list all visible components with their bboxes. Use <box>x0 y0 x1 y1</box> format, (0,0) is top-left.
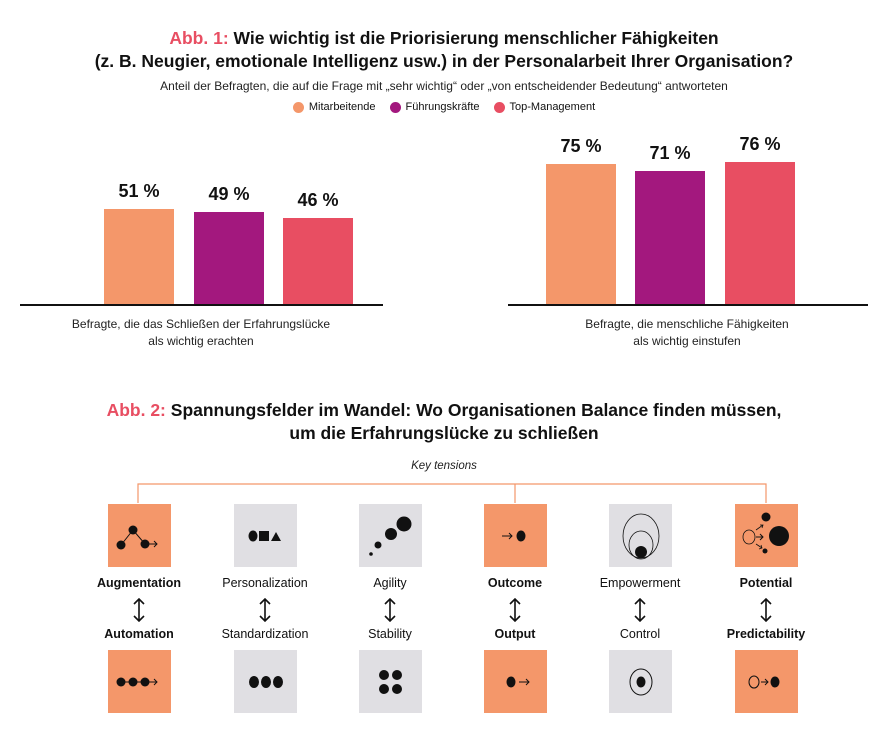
legend-label: Top-Management <box>509 101 596 113</box>
tension-label-top: Outcome <box>487 576 543 590</box>
legend: Mitarbeitende Führungskräfte Top-Managemen… <box>0 101 888 113</box>
double-arrow-icon <box>505 597 525 623</box>
tile-output <box>484 650 547 713</box>
bar-führungskräfte <box>194 212 264 304</box>
double-arrow-icon <box>255 597 275 623</box>
tile-empowerment <box>609 504 672 567</box>
connected-dots-icon <box>116 525 158 550</box>
baseline-axis <box>20 304 383 306</box>
data-label: 75 % <box>560 135 602 156</box>
tension-label-bottom: Predictability <box>726 627 806 641</box>
tension-label-top: Augmentation <box>96 576 182 590</box>
legend-swatch <box>292 101 304 113</box>
tile-stability <box>359 650 422 713</box>
double-arrow-icon <box>380 597 400 623</box>
legend-item: Top-Management <box>493 101 596 113</box>
tension-label-bottom: Output <box>494 627 536 641</box>
legend-label: Führungskräfte <box>405 101 480 113</box>
category-label-line: als wichtig einstufen <box>633 334 741 348</box>
tension-label-top: Agility <box>373 576 407 590</box>
tile-outcome <box>484 504 547 567</box>
tension-label-bottom: Automation <box>104 627 174 641</box>
tension-label-top: Potential <box>739 576 793 590</box>
category-label: Befragte, die menschliche Fähigkeiten als… <box>507 316 867 350</box>
data-label: 76 % <box>739 133 781 154</box>
dot-to-arrow-icon <box>506 676 530 688</box>
fig1-title-line2: (z. B. Neugier, emotionale Intelligenz u… <box>94 51 794 71</box>
key-tensions-label: Key tensions <box>411 460 477 472</box>
category-label-line: Befragte, die menschliche Fähigkeiten <box>585 317 789 331</box>
bar-top-management <box>283 217 353 304</box>
baseline-axis <box>508 304 868 306</box>
bar-führungskräfte <box>635 171 705 304</box>
growing-dots-icon <box>369 516 412 556</box>
data-label: 46 % <box>297 189 339 210</box>
double-arrow-icon <box>129 597 149 623</box>
bar-top-management <box>725 161 795 304</box>
bar-mitarbeitende <box>104 208 174 304</box>
three-dots-icon <box>249 676 283 688</box>
fig1-title-line1: Wie wichtig ist die Priorisierung mensch… <box>233 28 719 48</box>
tension-label-bottom: Control <box>619 627 661 641</box>
tile-predictability <box>735 650 798 713</box>
tile-agility <box>359 504 422 567</box>
chain-dots-arrow-icon <box>116 677 158 687</box>
data-label: 49 % <box>208 184 250 205</box>
fig2-prefix: Abb. 2: <box>106 400 166 420</box>
tile-potential <box>735 504 798 567</box>
legend-item: Führungskräfte <box>389 101 480 113</box>
circle-arrow-dot-icon <box>748 675 780 689</box>
legend-swatch <box>493 101 505 113</box>
tension-label-top: Personalization <box>222 576 308 590</box>
category-label-line: als wichtig erachten <box>148 334 254 348</box>
fig1-subtitle: Anteil der Befragten, die auf die Frage … <box>160 79 728 93</box>
tension-label-bottom: Standardization <box>221 627 309 641</box>
fig2-title-line2: um die Erfahrungslücke zu schließen <box>289 423 599 443</box>
tile-augmentation <box>108 504 171 567</box>
arrow-to-dot-icon <box>502 530 526 542</box>
category-label: Befragte, die das Schließen der Erfahrun… <box>21 316 381 350</box>
data-label: 71 % <box>649 143 691 164</box>
branching-potential-icon <box>742 512 789 554</box>
fig2-title-line1: Spannungsfelder im Wandel: Wo Organisati… <box>170 400 782 420</box>
legend-item: Mitarbeitende <box>292 101 376 113</box>
four-dots-icon <box>379 670 402 694</box>
expanding-circles-icon <box>622 513 660 560</box>
circle-square-triangle-icon <box>248 530 281 542</box>
double-arrow-icon <box>756 597 776 623</box>
data-label: 51 % <box>118 180 160 201</box>
tile-standardization <box>234 650 297 713</box>
double-arrow-icon <box>630 597 650 623</box>
fig1-title: Abb. 1: Wie wichtig ist die Priorisierun… <box>0 27 888 73</box>
fig1-prefix: Abb. 1: <box>169 28 229 48</box>
tension-label-top: Empowerment <box>599 576 681 590</box>
target-circle-icon <box>629 668 653 696</box>
fig2-title: Abb. 2: Spannungsfelder im Wandel: Wo Or… <box>0 399 888 445</box>
tile-automation <box>108 650 171 713</box>
tile-control <box>609 650 672 713</box>
tension-label-bottom: Stability <box>368 627 412 641</box>
category-label-line: Befragte, die das Schließen der Erfahrun… <box>71 317 331 331</box>
legend-label: Mitarbeitende <box>308 101 376 113</box>
legend-swatch <box>389 101 401 113</box>
bar-mitarbeitende <box>546 163 616 304</box>
tile-personalization <box>234 504 297 567</box>
